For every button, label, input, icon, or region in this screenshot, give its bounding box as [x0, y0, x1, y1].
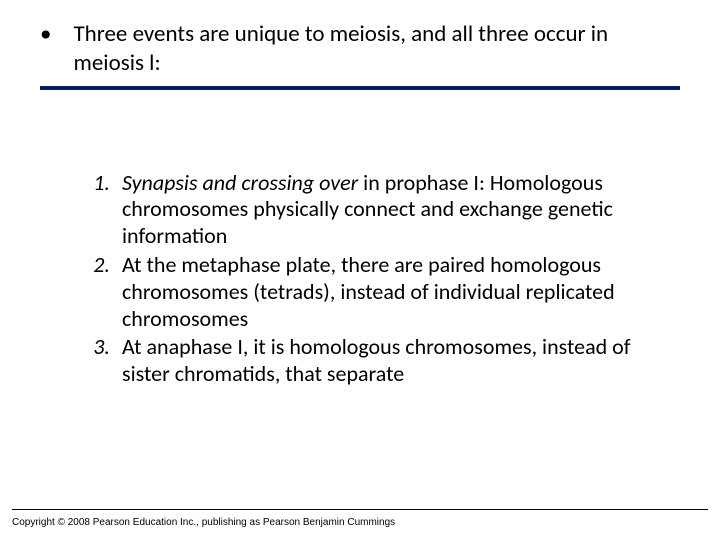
header-section: • Three events are unique to meiosis, an…	[40, 20, 680, 78]
footer-divider	[12, 509, 708, 510]
item-rest: At anaphase I, it is homologous chromoso…	[122, 333, 630, 387]
body-section: 1. Synapsis and crossing over in prophas…	[40, 170, 680, 389]
bullet-icon: •	[40, 23, 51, 46]
item-rest: At the metaphase plate, there are paired…	[122, 251, 615, 332]
item-text: Synapsis and crossing over in prophase I…	[122, 170, 680, 250]
list-item: 3. At anaphase I, it is homologous chrom…	[80, 334, 680, 388]
list-item: 1. Synapsis and crossing over in prophas…	[80, 170, 680, 250]
header-text: Three events are unique to meiosis, and …	[73, 20, 680, 78]
item-text: At the metaphase plate, there are paired…	[122, 252, 680, 332]
copyright-text: Copyright © 2008 Pearson Education Inc.,…	[12, 517, 395, 528]
list-item: 2. At the metaphase plate, there are pai…	[80, 252, 680, 332]
slide-container: • Three events are unique to meiosis, an…	[0, 0, 720, 540]
item-text: At anaphase I, it is homologous chromoso…	[122, 334, 680, 388]
item-number: 3.	[80, 334, 110, 361]
item-number: 1.	[80, 170, 110, 197]
item-number: 2.	[80, 252, 110, 279]
header-divider	[40, 86, 680, 90]
item-lead-italic: Synapsis and crossing over	[122, 169, 358, 196]
